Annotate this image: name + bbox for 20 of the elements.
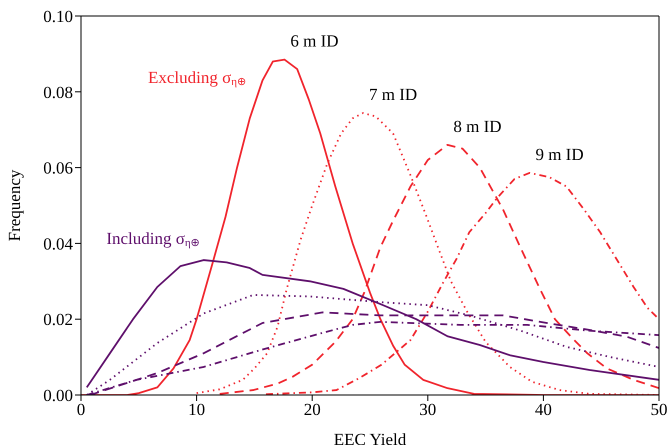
x-tick-label: 30 [419,400,436,420]
y-tick-label: 0.10 [43,7,73,26]
x-tick-label: 50 [650,400,668,420]
y-tick-label: 0.06 [43,158,73,178]
y-axis-title: Frequency [5,169,24,242]
annotation: Including σ$_{η⊕}$ [106,228,200,250]
x-tick-label: 40 [534,400,552,420]
x-axis-title: EEC Yield [334,430,407,445]
y-tick-label: 0.02 [43,310,73,330]
series-label: 9 m ID [535,144,584,164]
x-tick-label: 10 [188,400,206,420]
y-tick-label: 0.04 [43,234,74,254]
annotation: Excluding σ$_{η⊕}$ [148,68,246,88]
series-label: 8 m ID [453,116,502,136]
x-tick-label: 20 [304,400,321,420]
y-tick-label: 0.00 [43,386,73,406]
series-label: 7 m ID [368,84,418,104]
series-label: 6 m ID [290,31,339,50]
x-tick-label: 0 [76,400,86,420]
y-tick-label: 0.08 [43,82,73,102]
